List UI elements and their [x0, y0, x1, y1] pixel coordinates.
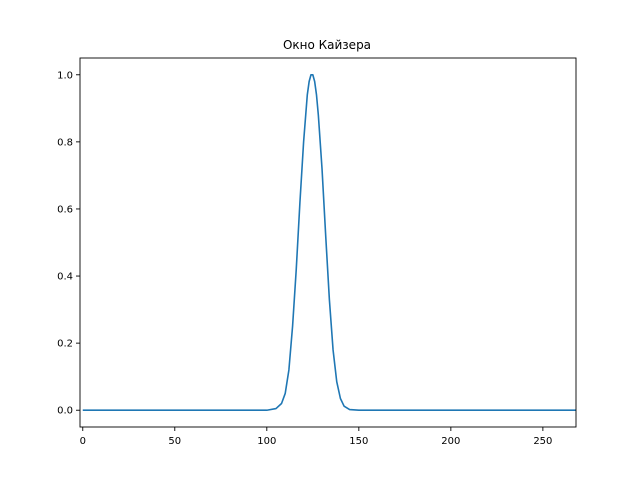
y-tick-label: 0.0	[57, 406, 73, 417]
plot-frame	[79, 57, 577, 428]
y-tick-label: 0.6	[57, 204, 73, 215]
x-tick-label: 100	[257, 436, 276, 447]
y-axis: 0.0 0.2 0.4 0.6 0.8 1.0	[57, 70, 80, 417]
y-tick-label: 0.8	[57, 137, 73, 148]
y-tick-label: 1.0	[57, 70, 73, 81]
x-tick-label: 200	[441, 436, 460, 447]
x-tick-label: 0	[80, 436, 86, 447]
chart-title: Окно Кайзера	[283, 38, 371, 52]
x-tick-label: 250	[533, 436, 552, 447]
plot-area	[79, 57, 577, 428]
x-tick-label: 50	[168, 436, 181, 447]
y-tick-label: 0.2	[57, 339, 73, 350]
x-tick-label: 150	[349, 436, 368, 447]
x-axis: 0 50 100 150 200 250	[80, 427, 552, 447]
y-tick-label: 0.4	[57, 272, 73, 283]
series-line-0	[82, 73, 576, 412]
